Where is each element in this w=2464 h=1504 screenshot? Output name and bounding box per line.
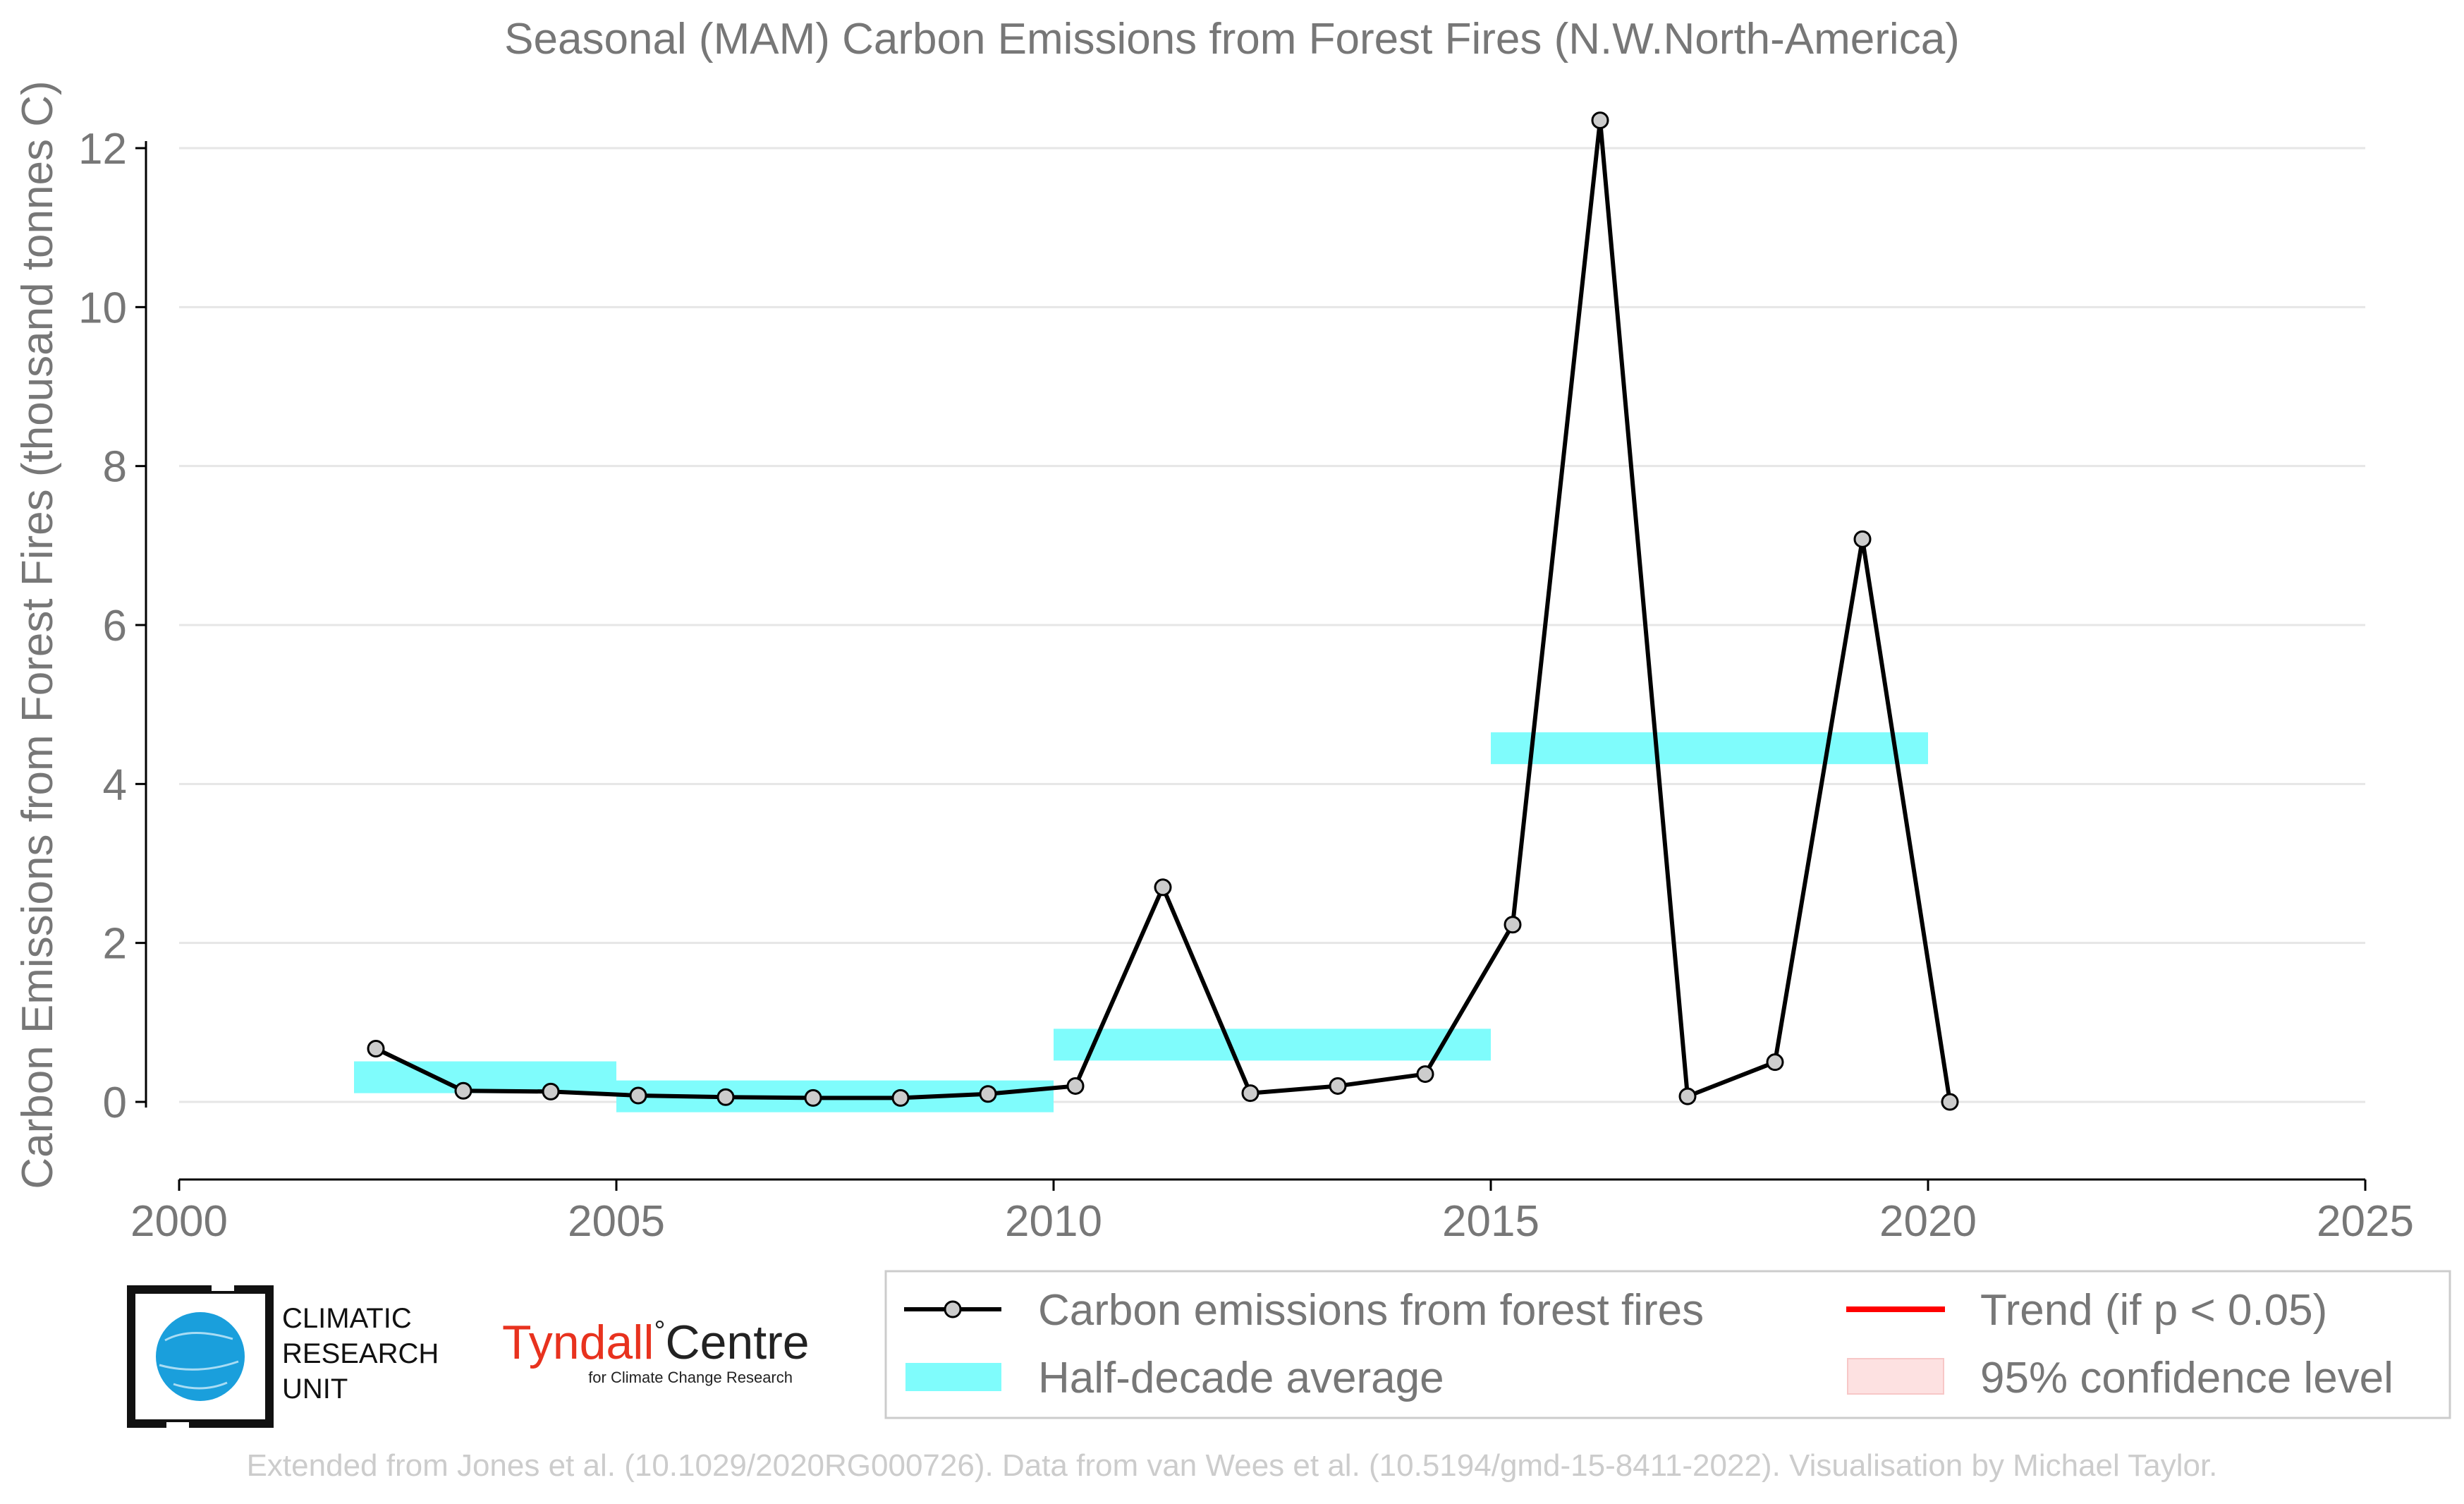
legend-marker-icon <box>944 1300 962 1318</box>
x-tick-label: 2000 <box>130 1197 228 1246</box>
data-point <box>891 1088 910 1107</box>
data-point <box>454 1081 472 1100</box>
half-decade-band <box>1054 1029 1491 1061</box>
y-tick-labels: 0 2 4 6 8 10 12 <box>78 125 146 1127</box>
x-tick-label: 2005 <box>568 1197 665 1246</box>
legend-label-half-decade: Half-decade average <box>1038 1354 1444 1402</box>
series-line <box>374 118 1952 1103</box>
tyndall-logo: Tyndall°Centre for Climate Change Resear… <box>502 1316 810 1386</box>
half-decade-bands <box>354 732 1928 1112</box>
data-point <box>1853 530 1872 548</box>
x-tick-label: 2025 <box>2317 1197 2414 1246</box>
data-point <box>1329 1077 1347 1095</box>
data-point <box>1241 1084 1260 1103</box>
cru-logo: CLIMATIC RESEARCH UNIT <box>127 1280 439 1433</box>
data-point <box>1766 1053 1784 1072</box>
y-tick-label: 8 <box>103 443 127 492</box>
emissions-series <box>367 111 1959 1111</box>
data-point <box>367 1040 385 1058</box>
cru-text-line-2: RESEARCH <box>282 1338 439 1369</box>
data-point <box>979 1085 997 1103</box>
y-tick-label: 4 <box>103 760 127 809</box>
gridlines <box>179 147 2365 1103</box>
y-tick-label: 2 <box>103 920 127 969</box>
y-axis-label: Carbon Emissions from Forest Fires (thou… <box>13 80 62 1189</box>
y-tick-label: 0 <box>103 1079 127 1127</box>
data-point <box>629 1086 647 1105</box>
data-point <box>542 1082 560 1100</box>
x-tick-label: 2020 <box>1879 1197 1977 1246</box>
legend-label-trend: Trend (if p < 0.05) <box>1980 1286 2327 1335</box>
data-point <box>1416 1065 1434 1084</box>
data-point <box>716 1088 735 1106</box>
data-point <box>804 1088 822 1107</box>
cru-text-line-3: UNIT <box>282 1373 348 1405</box>
credit-line: Extended from Jones et al. (10.1029/2020… <box>247 1448 2218 1483</box>
legend-item-emissions: Carbon emissions from forest fires <box>904 1286 1704 1335</box>
legend-label-confidence: 95% confidence level <box>1980 1354 2393 1402</box>
half-decade-band <box>354 1061 616 1093</box>
data-point <box>1941 1093 1959 1111</box>
data-point <box>1154 878 1172 897</box>
tyndall-subtitle: for Climate Change Research <box>588 1369 793 1386</box>
y-tick-label: 10 <box>78 284 127 332</box>
legend: Carbon emissions from forest fires Trend… <box>884 1270 2451 1419</box>
legend-item-half-decade: Half-decade average <box>905 1354 1444 1402</box>
y-tick-label: 6 <box>103 602 127 650</box>
data-point <box>1591 111 1609 130</box>
svg-text:Tyndall°Centre: Tyndall°Centre <box>502 1316 810 1369</box>
legend-band-icon <box>905 1363 1001 1391</box>
cru-text-line-1: CLIMATIC <box>282 1303 412 1334</box>
legend-item-trend: Trend (if p < 0.05) <box>1846 1286 2327 1335</box>
tyndall-centre: Centre <box>665 1316 809 1369</box>
legend-item-confidence: 95% confidence level <box>1847 1354 2393 1402</box>
tyndall-wordmark: Tyndall <box>502 1316 654 1369</box>
legend-confidence-icon <box>1847 1358 1944 1395</box>
data-point <box>1504 916 1522 934</box>
tyndall-degree: ° <box>654 1316 665 1347</box>
data-point <box>1678 1087 1697 1105</box>
legend-label-emissions: Carbon emissions from forest fires <box>1038 1286 1704 1335</box>
y-tick-label: 12 <box>78 125 127 174</box>
x-tick-label: 2015 <box>1442 1197 1539 1246</box>
x-tick-label: 2010 <box>1005 1197 1102 1246</box>
data-point <box>1066 1077 1085 1095</box>
half-decade-band <box>1491 732 1928 765</box>
legend-box <box>884 1270 2451 1419</box>
x-tick-labels: 2000 2005 2010 2015 2020 2025 <box>130 1179 2414 1246</box>
chart-title: Seasonal (MAM) Carbon Emissions from For… <box>504 15 1960 63</box>
